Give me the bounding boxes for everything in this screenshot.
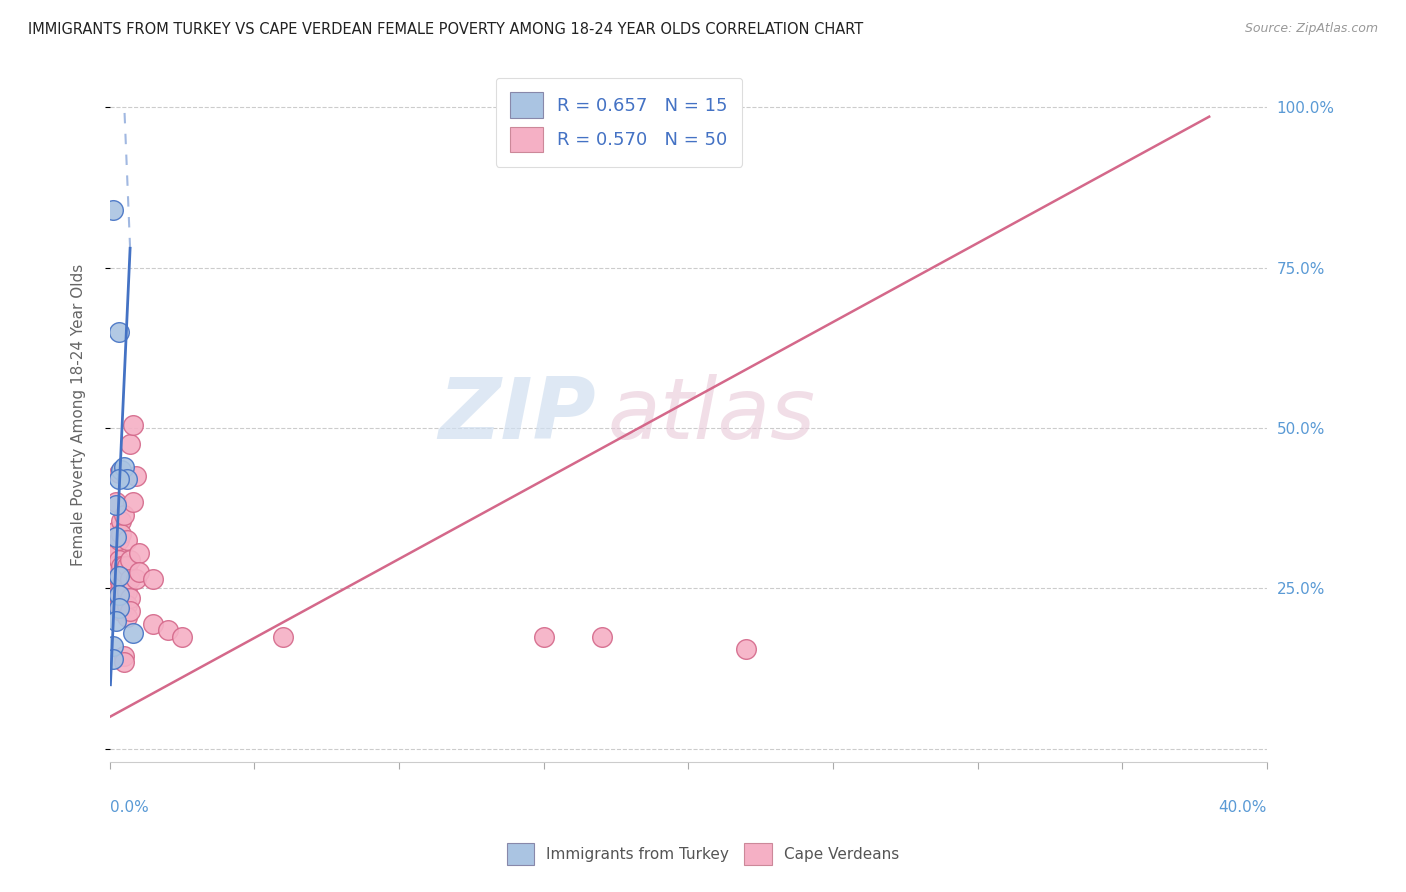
- Point: [107, 598, 129, 612]
- Point: [128, 566, 150, 580]
- Point: [115, 584, 138, 599]
- Point: [107, 588, 129, 602]
- Point: [125, 572, 148, 586]
- Point: [591, 630, 613, 644]
- Point: [112, 655, 135, 669]
- Y-axis label: Female Poverty Among 18-24 Year Olds: Female Poverty Among 18-24 Year Olds: [72, 264, 86, 566]
- Point: [110, 463, 132, 477]
- Point: [142, 572, 165, 586]
- Point: [273, 630, 295, 644]
- Text: IMMIGRANTS FROM TURKEY VS CAPE VERDEAN FEMALE POVERTY AMONG 18-24 YEAR OLDS CORR: IMMIGRANTS FROM TURKEY VS CAPE VERDEAN F…: [28, 22, 863, 37]
- Point: [115, 533, 138, 548]
- Point: [120, 552, 142, 566]
- Point: [112, 584, 135, 599]
- Point: [172, 630, 194, 644]
- Point: [120, 591, 142, 606]
- Point: [122, 626, 145, 640]
- Point: [112, 508, 135, 522]
- Point: [101, 639, 124, 653]
- Point: [110, 604, 132, 618]
- Text: 40.0%: 40.0%: [1219, 800, 1267, 815]
- Point: [107, 568, 129, 582]
- Point: [107, 600, 129, 615]
- Point: [104, 546, 127, 560]
- Point: [110, 514, 132, 528]
- Text: atlas: atlas: [607, 374, 815, 457]
- Point: [112, 459, 135, 474]
- Point: [110, 578, 132, 592]
- Text: 0.0%: 0.0%: [110, 800, 149, 815]
- Point: [735, 642, 758, 657]
- Point: [104, 614, 127, 628]
- Point: [101, 652, 124, 666]
- Point: [107, 466, 129, 480]
- Point: [142, 616, 165, 631]
- Point: [115, 472, 138, 486]
- Point: [107, 591, 129, 606]
- Point: [122, 417, 145, 432]
- Legend: Immigrants from Turkey, Cape Verdeans: Immigrants from Turkey, Cape Verdeans: [501, 837, 905, 871]
- Point: [107, 552, 129, 566]
- Point: [125, 469, 148, 483]
- Point: [533, 630, 555, 644]
- Point: [101, 202, 124, 217]
- Point: [122, 495, 145, 509]
- Point: [115, 559, 138, 574]
- Point: [120, 604, 142, 618]
- Point: [104, 495, 127, 509]
- Point: [120, 572, 142, 586]
- Point: [115, 610, 138, 624]
- Point: [115, 598, 138, 612]
- Point: [110, 598, 132, 612]
- Point: [107, 533, 129, 548]
- Point: [107, 572, 129, 586]
- Text: Source: ZipAtlas.com: Source: ZipAtlas.com: [1244, 22, 1378, 36]
- Point: [101, 549, 124, 564]
- Point: [101, 559, 124, 574]
- Legend: R = 0.657   N = 15, R = 0.570   N = 50: R = 0.657 N = 15, R = 0.570 N = 50: [496, 78, 742, 167]
- Point: [104, 578, 127, 592]
- Point: [112, 559, 135, 574]
- Point: [104, 559, 127, 574]
- Point: [104, 530, 127, 544]
- Point: [110, 527, 132, 541]
- Point: [156, 623, 179, 637]
- Point: [107, 325, 129, 339]
- Point: [104, 498, 127, 512]
- Point: [107, 472, 129, 486]
- Point: [104, 524, 127, 538]
- Point: [112, 648, 135, 663]
- Point: [128, 546, 150, 560]
- Text: ZIP: ZIP: [439, 374, 596, 457]
- Point: [110, 559, 132, 574]
- Point: [120, 437, 142, 451]
- Point: [112, 566, 135, 580]
- Point: [107, 584, 129, 599]
